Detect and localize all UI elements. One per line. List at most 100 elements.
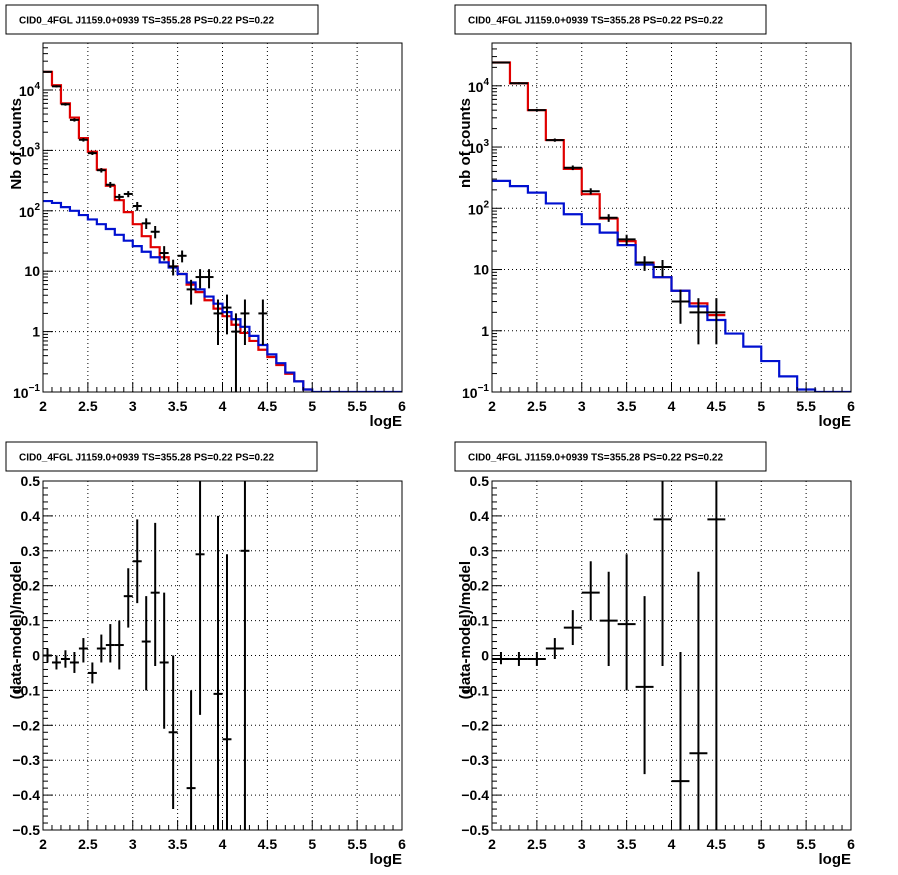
y-tick-exponent: 3 [483, 138, 489, 149]
residual-point [545, 638, 564, 659]
residual-point [87, 662, 97, 684]
y-tick-label: 0.5 [470, 473, 490, 489]
x-axis-title: logE [370, 851, 403, 868]
y-axis-title: nb of counts [457, 98, 474, 188]
y-tick-label: 0.3 [470, 543, 490, 559]
residual-point [51, 655, 61, 670]
y-tick-label: 10 [24, 263, 40, 279]
x-tick-label: 3.5 [168, 836, 188, 852]
residual-point [707, 481, 726, 830]
y-tick-label: 0.2 [21, 578, 41, 594]
residual-point [240, 481, 250, 830]
residual-point [159, 592, 169, 729]
y-tick-base: 10 [462, 385, 478, 401]
data-point [671, 289, 690, 324]
y-tick-label: 0.2 [470, 578, 490, 594]
x-tick-label: 3.5 [617, 398, 637, 414]
y-tick-label: 103 [468, 138, 490, 156]
x-tick-label: 4.5 [258, 398, 278, 414]
y-tick-label: −0.1 [12, 682, 40, 698]
data-point [258, 299, 268, 345]
plot-area [43, 70, 402, 392]
residual-point [492, 652, 510, 665]
y-tick-label: −0.3 [12, 752, 40, 768]
data-point [204, 269, 214, 289]
y-axis-title: (data-model)/model [8, 561, 25, 699]
residual-point [213, 515, 223, 830]
data-point [635, 256, 654, 271]
data-point [186, 279, 196, 305]
x-tick-label: 2 [39, 836, 47, 852]
chart-title-box [454, 4, 767, 35]
grid-lines [492, 481, 851, 830]
data-point [114, 193, 124, 201]
data-point [60, 102, 70, 106]
x-tick-label: 3 [578, 398, 586, 414]
residual-point [150, 522, 160, 666]
x-tick-label: 3 [578, 836, 586, 852]
x-axis-title: logE [819, 851, 852, 868]
residual-point [581, 561, 600, 621]
x-tick-label: 3 [129, 836, 137, 852]
y-tick-base: 10 [13, 385, 29, 401]
residual-point [689, 571, 708, 830]
data-point [653, 260, 672, 277]
y-axis: −0.5 −0.4 −0.3 −0.2 −0.1 0 0.1 0.2 0.3 0.4 0.5 (dat… [457, 473, 502, 838]
data-point [51, 85, 61, 88]
y-tick-label: 10 [473, 262, 489, 278]
y-tick-label: −0.4 [12, 787, 40, 803]
residual-point [617, 554, 636, 691]
data-point [168, 259, 178, 276]
x-tick-label: 5 [308, 836, 316, 852]
chart-title: CID0_4FGL J1159.0+0939 TS=355.28 PS=0.22… [19, 16, 274, 27]
chart-title: CID0_4FGL J1159.0+0939 TS=355.28 PS=0.22… [468, 453, 723, 464]
x-tick-label: 2.5 [78, 398, 98, 414]
y-axis: −0.5 −0.4 −0.3 −0.2 −0.1 0 0.1 0.2 0.3 0.4 0.5 (dat… [8, 473, 53, 838]
chart-panel-bottom-right: CID0_4FGL J1159.0+0939 TS=355.28 PS=0.22… [454, 441, 855, 868]
y-tick-label: 0 [481, 648, 489, 664]
data-point [563, 165, 582, 171]
data-point [150, 226, 160, 239]
y-tick-label: 104 [19, 81, 41, 99]
y-tick-label: 1 [32, 324, 40, 340]
y-tick-exponent: 2 [483, 199, 489, 210]
x-tick-label: 3 [129, 398, 137, 414]
data-point [87, 151, 97, 155]
residual-point [635, 596, 654, 775]
y-tick-label: −0.1 [461, 682, 489, 698]
data-point [195, 269, 205, 289]
x-tick-label: 5.5 [796, 398, 816, 414]
y-tick-label: 102 [19, 202, 41, 220]
x-tick-label: 2.5 [527, 398, 547, 414]
data-point [105, 181, 115, 188]
residual-point [168, 655, 178, 810]
y-tick-label: −0.3 [461, 752, 489, 768]
x-tick-label: 5 [757, 836, 765, 852]
chart-title: CID0_4FGL J1159.0+0939 TS=355.28 PS=0.22… [468, 16, 723, 27]
residual-point [96, 634, 106, 663]
residual-point [671, 652, 690, 830]
data-point [96, 168, 106, 173]
residual-point [105, 624, 115, 663]
x-tick-label: 6 [847, 836, 855, 852]
data-point [123, 191, 133, 198]
x-tick-label: 4.5 [258, 836, 278, 852]
chart-title-box [5, 441, 318, 472]
data-point [213, 299, 223, 345]
data-point [617, 234, 636, 246]
chart-title: CID0_4FGL J1159.0+0939 TS=355.28 PS=0.22… [19, 453, 274, 464]
residual-point [222, 554, 232, 830]
residual-point [60, 650, 70, 668]
y-tick-base: 10 [19, 204, 35, 220]
y-tick-label: −0.5 [12, 822, 40, 838]
x-tick-label: 6 [398, 836, 406, 852]
x-tick-label: 4 [668, 836, 676, 852]
x-tick-label: 3.5 [168, 398, 188, 414]
data-point [177, 250, 187, 263]
plot-area [43, 481, 250, 830]
background-model-histogram [492, 179, 851, 392]
y-tick-label: 0.1 [470, 613, 490, 629]
